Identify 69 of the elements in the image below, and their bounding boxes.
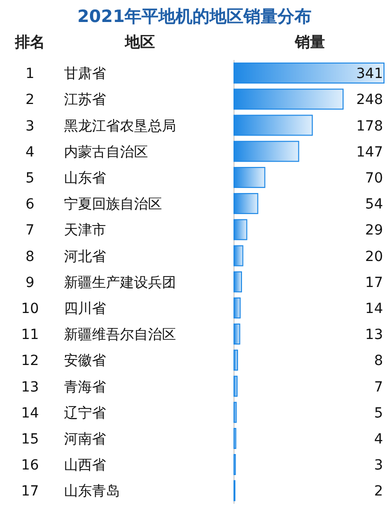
y-tick-label: 新疆生产建设兵团 bbox=[64, 274, 176, 291]
data-label: 8 bbox=[374, 353, 383, 370]
data-label: 341 bbox=[356, 66, 383, 82]
data-label: 17 bbox=[365, 274, 383, 291]
text: 10 bbox=[21, 300, 39, 317]
data-label: 54 bbox=[365, 196, 384, 213]
data-label: 178 bbox=[356, 118, 383, 134]
y-tick-label: 河北省 bbox=[64, 248, 106, 265]
y-tick-label: 甘肃省 bbox=[64, 66, 106, 82]
text: 1 bbox=[26, 66, 34, 82]
bar bbox=[234, 297, 241, 318]
y-axis-title: 地区 bbox=[124, 33, 155, 51]
data-label: 29 bbox=[365, 222, 383, 239]
data-label: 4 bbox=[374, 431, 384, 448]
text: 排名 bbox=[14, 33, 45, 51]
bar bbox=[234, 271, 242, 292]
bar bbox=[234, 62, 384, 84]
text: 13 bbox=[21, 379, 39, 396]
text: 8 bbox=[26, 248, 34, 265]
y-tick-label: 安徽省 bbox=[64, 353, 106, 370]
y-tick-label: 山西省 bbox=[64, 458, 106, 474]
y-tick-label: 辽宁省 bbox=[64, 405, 106, 422]
data-label: 70 bbox=[365, 170, 383, 186]
text: 3 bbox=[26, 118, 34, 134]
y-tick-label: 宁夏回族自治区 bbox=[64, 196, 162, 213]
text: 5 bbox=[26, 170, 34, 186]
data-label: 147 bbox=[356, 144, 383, 160]
bar bbox=[234, 324, 240, 345]
bar bbox=[234, 140, 300, 162]
y-tick-label: 新疆维吾尔自治区 bbox=[64, 327, 176, 344]
data-label: 7 bbox=[374, 379, 383, 396]
bar bbox=[234, 245, 244, 266]
text: 6 bbox=[26, 196, 35, 213]
data-label: 14 bbox=[365, 300, 384, 317]
text: 9 bbox=[26, 274, 34, 291]
data-label: 3 bbox=[374, 458, 383, 474]
data-label: 5 bbox=[374, 405, 383, 422]
y-tick-label: 天津市 bbox=[64, 222, 106, 239]
y-tick-label: 山东省 bbox=[64, 170, 106, 186]
text: 11 bbox=[21, 327, 39, 344]
bar bbox=[234, 219, 248, 240]
data-label: 2 bbox=[374, 484, 383, 500]
text: 2 bbox=[26, 92, 34, 108]
y-tick-label: 黑龙江省农垦总局 bbox=[64, 118, 176, 134]
data-label: 248 bbox=[356, 92, 383, 108]
text: 17 bbox=[21, 484, 39, 500]
y-tick-label: 江苏省 bbox=[64, 92, 106, 108]
bar bbox=[234, 350, 238, 371]
data-label: 13 bbox=[365, 327, 383, 344]
text: 12 bbox=[21, 353, 39, 370]
text: 7 bbox=[26, 222, 34, 239]
text: 14 bbox=[21, 405, 39, 422]
y-tick-label: 内蒙古自治区 bbox=[64, 144, 148, 160]
data-label: 20 bbox=[365, 248, 383, 265]
bar bbox=[234, 166, 266, 188]
bar bbox=[234, 402, 237, 423]
bar bbox=[234, 376, 238, 397]
bar bbox=[234, 193, 258, 214]
chart-title: 2021年平地机的地区销量分布 bbox=[77, 7, 312, 27]
x-axis-title: 销量 bbox=[294, 33, 325, 51]
y-tick-label: 河南省 bbox=[64, 431, 106, 448]
bar bbox=[234, 88, 344, 110]
y-tick-label: 青海省 bbox=[64, 379, 106, 396]
text: 4 bbox=[26, 144, 35, 160]
text: 16 bbox=[21, 458, 39, 474]
text: 15 bbox=[21, 431, 39, 448]
y-tick-label: 山东青岛 bbox=[64, 484, 120, 500]
y-tick-label: 四川省 bbox=[64, 300, 106, 317]
bar bbox=[234, 114, 313, 136]
